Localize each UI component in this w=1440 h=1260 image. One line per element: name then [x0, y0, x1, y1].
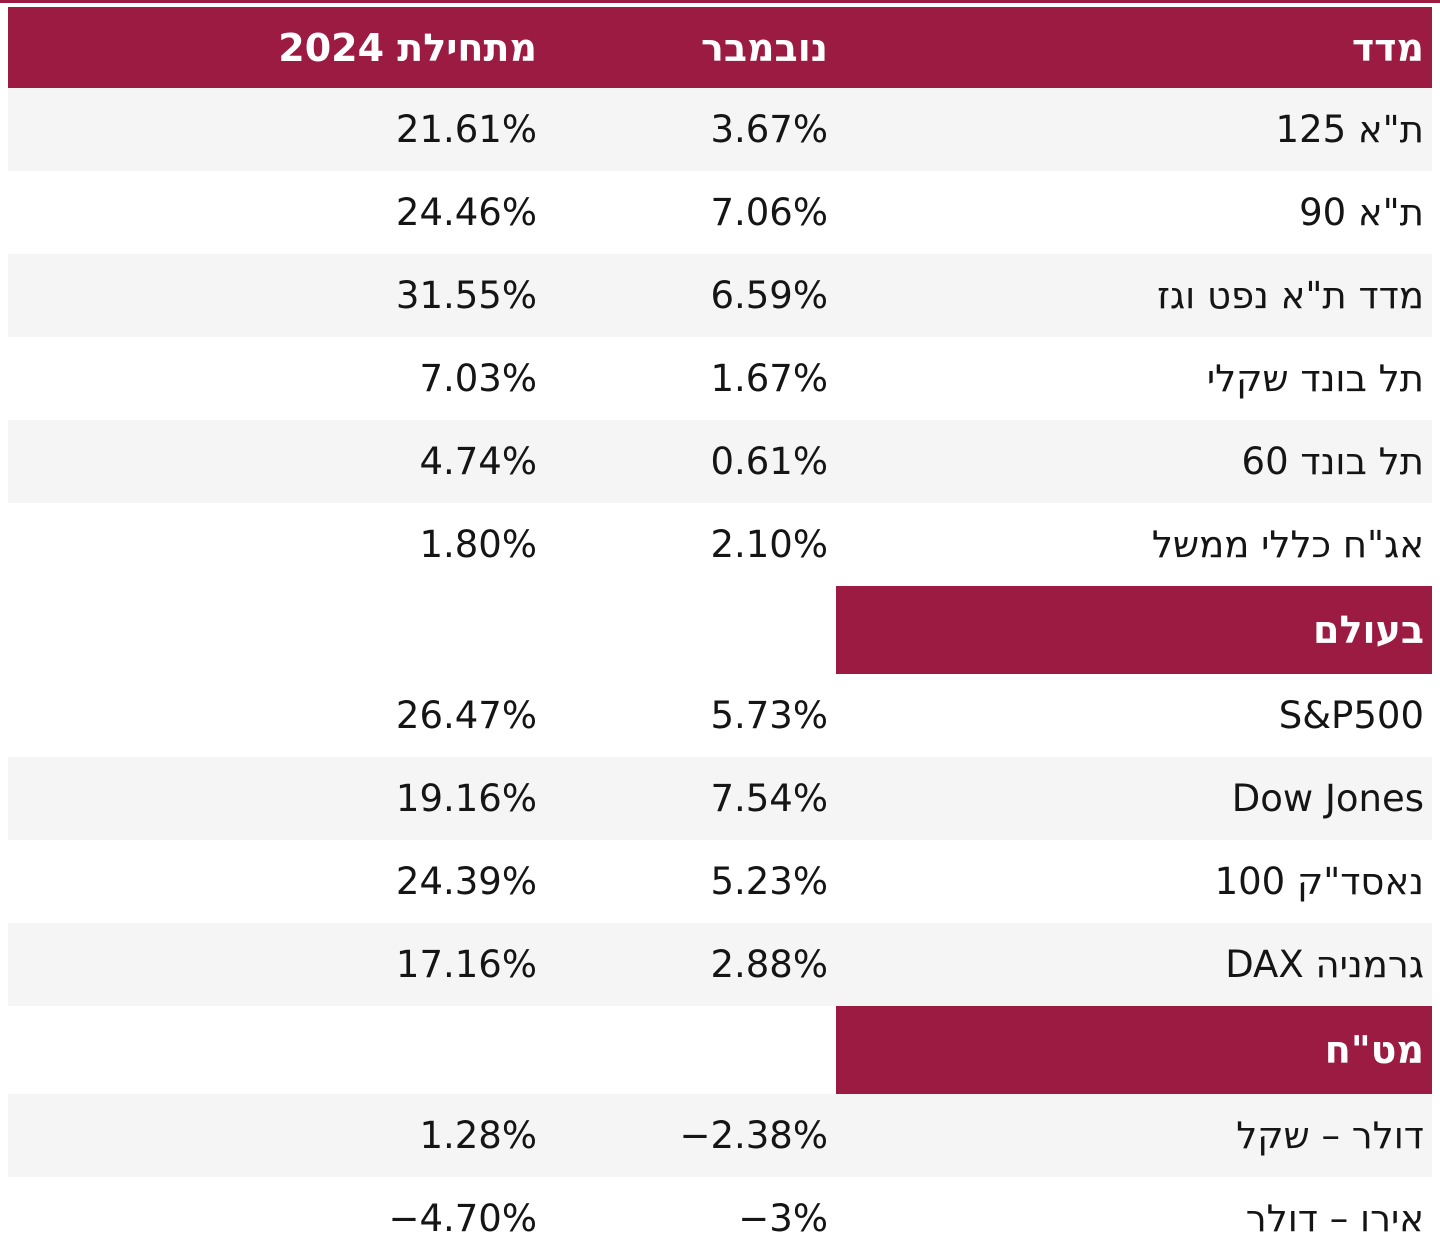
table-row: אירו – דולר −3% −4.70% [8, 1177, 1432, 1260]
table-row: תל בונד שקלי 1.67% 7.03% [8, 337, 1432, 420]
column-header-november: נובמבר [701, 25, 828, 70]
table-row: ת"א 90 7.06% 24.46% [8, 171, 1432, 254]
row-ytd-value: 1.80% [419, 523, 537, 566]
row-ytd-value: 31.55% [395, 274, 537, 317]
table-row: S&P500 5.73% 26.47% [8, 674, 1432, 757]
row-november-value: 0.61% [710, 440, 828, 483]
row-november-value: −3% [738, 1197, 828, 1240]
row-label: Dow Jones [1231, 777, 1424, 820]
row-label: תל בונד שקלי [1206, 357, 1424, 400]
row-ytd-value: 4.74% [419, 440, 537, 483]
table-row: אג"ח כללי ממשל 2.10% 1.80% [8, 503, 1432, 586]
row-november-value: 3.67% [710, 108, 828, 151]
row-ytd-value: 17.16% [395, 943, 537, 986]
table-row: תל בונד 60 0.61% 4.74% [8, 420, 1432, 503]
row-november-value: 5.73% [710, 694, 828, 737]
row-label: ת"א 90 [1299, 191, 1424, 234]
row-november-value: 5.23% [710, 860, 828, 903]
row-november-value: 6.59% [710, 274, 828, 317]
top-accent-rule [0, 0, 1440, 3]
row-november-value: 7.06% [710, 191, 828, 234]
table-row: דולר – שקל −2.38% 1.28% [8, 1094, 1432, 1177]
row-november-value: 2.10% [710, 523, 828, 566]
row-ytd-value: 21.61% [395, 108, 537, 151]
section-header-row-world: בעולם [8, 586, 1432, 674]
table-row: גרמניה DAX 2.88% 17.16% [8, 923, 1432, 1006]
section-header-row-fx: מט"ח [8, 1006, 1432, 1094]
row-november-value: 1.67% [710, 357, 828, 400]
row-label: S&P500 [1278, 694, 1424, 737]
table-row: Dow Jones 7.54% 19.16% [8, 757, 1432, 840]
table-row: ת"א 125 3.67% 21.61% [8, 88, 1432, 171]
column-header-ytd: מתחילת 2024 [278, 25, 537, 70]
row-ytd-value: 1.28% [419, 1114, 537, 1157]
table-row: מדד ת"א נפט וגז 6.59% 31.55% [8, 254, 1432, 337]
row-label: מדד ת"א נפט וגז [1157, 274, 1424, 317]
row-november-value: 7.54% [710, 777, 828, 820]
row-ytd-value: 24.39% [395, 860, 537, 903]
row-november-value: 2.88% [710, 943, 828, 986]
row-ytd-value: −4.70% [388, 1197, 537, 1240]
row-label: אירו – דולר [1245, 1197, 1424, 1240]
section-title: מט"ח [836, 1006, 1432, 1094]
row-label: גרמניה DAX [1225, 943, 1424, 986]
table-row: נאסד"ק 100 5.23% 24.39% [8, 840, 1432, 923]
row-label: ת"א 125 [1275, 108, 1424, 151]
section-title: בעולם [836, 586, 1432, 674]
market-performance-table: מדד נובמבר מתחילת 2024 ת"א 125 3.67% 21.… [8, 7, 1432, 1260]
table-header-row: מדד נובמבר מתחילת 2024 [8, 7, 1432, 88]
row-ytd-value: 24.46% [395, 191, 537, 234]
row-label: נאסד"ק 100 [1214, 860, 1424, 903]
row-ytd-value: 7.03% [419, 357, 537, 400]
row-ytd-value: 19.16% [395, 777, 537, 820]
row-november-value: −2.38% [679, 1114, 828, 1157]
column-header-index: מדד [1351, 25, 1424, 70]
row-label: דולר – שקל [1236, 1114, 1424, 1157]
row-label: אג"ח כללי ממשל [1151, 523, 1424, 566]
row-ytd-value: 26.47% [395, 694, 537, 737]
row-label: תל בונד 60 [1241, 440, 1424, 483]
